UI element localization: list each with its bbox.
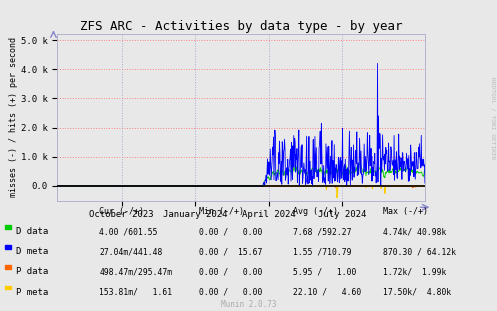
Text: RRDTOOL / TOBI OETIKER: RRDTOOL / TOBI OETIKER (491, 77, 496, 160)
Text: 0.00 /  15.67: 0.00 / 15.67 (199, 247, 262, 256)
Text: 0.00 /   0.00: 0.00 / 0.00 (199, 288, 262, 297)
Text: 1.72k/  1.99k: 1.72k/ 1.99k (383, 267, 446, 276)
Title: ZFS ARC - Activities by data type - by year: ZFS ARC - Activities by data type - by y… (80, 20, 402, 33)
Text: 4.74k/ 40.98k: 4.74k/ 40.98k (383, 227, 446, 236)
Text: P meta: P meta (16, 288, 48, 297)
Text: 7.68 /592.27: 7.68 /592.27 (293, 227, 352, 236)
Text: 0.00 /   0.00: 0.00 / 0.00 (199, 267, 262, 276)
Text: Min (-/+): Min (-/+) (199, 207, 244, 216)
Y-axis label: misses (-) / hits (+) per second: misses (-) / hits (+) per second (9, 37, 18, 197)
Text: Cur (-/+): Cur (-/+) (99, 207, 145, 216)
Text: 1.55 /710.79: 1.55 /710.79 (293, 247, 352, 256)
Text: 27.04m/441.48: 27.04m/441.48 (99, 247, 163, 256)
Text: Munin 2.0.73: Munin 2.0.73 (221, 299, 276, 309)
Text: Max (-/+): Max (-/+) (383, 207, 428, 216)
Text: P data: P data (16, 267, 48, 276)
Text: D meta: D meta (16, 247, 48, 256)
Text: 4.00 /601.55: 4.00 /601.55 (99, 227, 158, 236)
Text: 5.95 /   1.00: 5.95 / 1.00 (293, 267, 357, 276)
Text: 22.10 /   4.60: 22.10 / 4.60 (293, 288, 361, 297)
Text: D data: D data (16, 227, 48, 236)
Text: 17.50k/  4.80k: 17.50k/ 4.80k (383, 288, 451, 297)
Text: Avg (-/+): Avg (-/+) (293, 207, 338, 216)
Text: 153.81m/   1.61: 153.81m/ 1.61 (99, 288, 172, 297)
Text: 498.47m/295.47m: 498.47m/295.47m (99, 267, 172, 276)
Text: 870.30 / 64.12k: 870.30 / 64.12k (383, 247, 456, 256)
Text: 0.00 /   0.00: 0.00 / 0.00 (199, 227, 262, 236)
